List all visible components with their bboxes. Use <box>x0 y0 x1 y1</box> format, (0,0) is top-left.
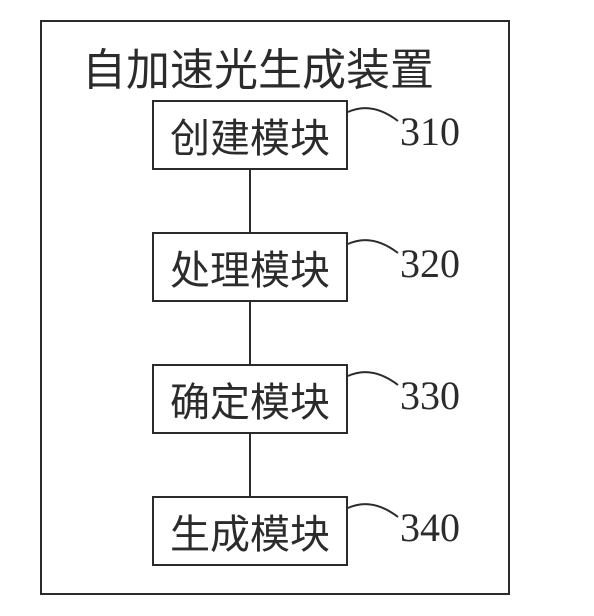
module-box-n2: 处理模块 <box>152 232 348 302</box>
module-box-text: 确定模块 <box>170 370 330 428</box>
module-box-text: 处理模块 <box>170 238 330 296</box>
module-box-text: 创建模块 <box>170 106 330 164</box>
module-ref-n1: 310 <box>400 108 460 155</box>
module-ref-n2: 320 <box>400 240 460 287</box>
diagram-title: 自加速光生成装置 <box>82 34 434 98</box>
module-box-n4: 生成模块 <box>152 496 348 566</box>
module-ref-n3: 330 <box>400 372 460 419</box>
module-box-n3: 确定模块 <box>152 364 348 434</box>
module-box-n1: 创建模块 <box>152 100 348 170</box>
module-ref-n4: 340 <box>400 504 460 551</box>
module-box-text: 生成模块 <box>170 502 330 560</box>
